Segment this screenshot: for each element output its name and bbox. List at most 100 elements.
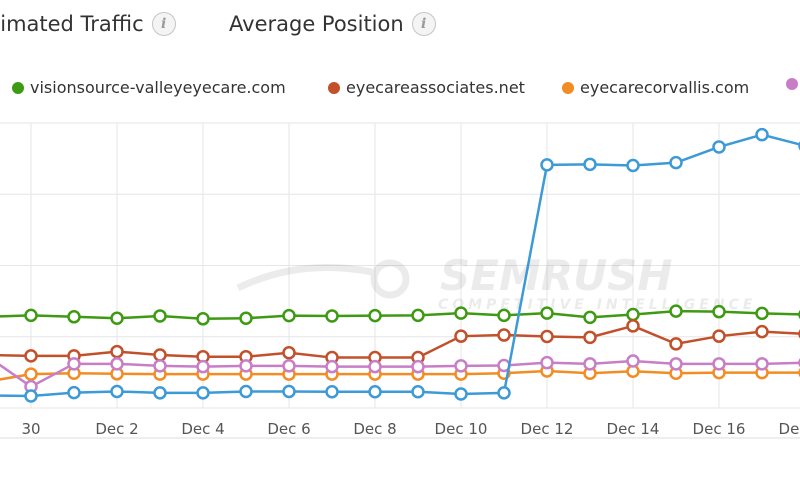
x-tick-label: 30 — [21, 420, 40, 438]
x-tick-label: Dec 8 — [353, 420, 396, 438]
data-point[interactable] — [626, 319, 640, 333]
data-point[interactable] — [497, 308, 511, 323]
legend-item-eyecareassociates[interactable]: eyecareassociates.net — [328, 78, 525, 97]
data-point[interactable] — [497, 328, 511, 342]
data-point[interactable] — [282, 308, 296, 323]
series-3 — [0, 354, 800, 394]
data-point[interactable] — [325, 309, 339, 323]
data-point[interactable] — [454, 306, 468, 320]
tab-estimated-traffic-label: timated Traffic — [0, 12, 144, 36]
data-point[interactable] — [153, 348, 167, 362]
data-point[interactable] — [153, 359, 167, 373]
legend-dot — [786, 78, 798, 90]
data-point[interactable] — [755, 306, 769, 321]
data-point[interactable] — [755, 324, 769, 339]
data-point[interactable] — [411, 385, 425, 399]
data-point[interactable] — [282, 359, 296, 373]
tab-average-position-label: Average Position — [229, 12, 404, 36]
data-point[interactable] — [454, 359, 468, 373]
data-point[interactable] — [669, 155, 683, 170]
data-point[interactable] — [755, 357, 769, 371]
x-tick-label: Dec 18 — [779, 420, 800, 438]
data-point[interactable] — [110, 357, 124, 371]
data-point[interactable] — [24, 308, 38, 323]
legend-label: visionsource-valleyeyecare.com — [30, 78, 286, 97]
series-0 — [0, 304, 800, 326]
data-point[interactable] — [540, 158, 554, 172]
legend-item-visionsource[interactable]: visionsource-valleyeyecare.com — [12, 78, 286, 97]
data-point[interactable] — [196, 312, 210, 326]
data-point[interactable] — [411, 359, 425, 374]
semrush-logo-icon — [236, 259, 410, 299]
data-point[interactable] — [755, 127, 769, 142]
data-point[interactable] — [454, 329, 468, 343]
tab-estimated-traffic[interactable]: timated Traffic i — [0, 12, 176, 36]
info-icon[interactable]: i — [151, 12, 176, 36]
series-1 — [0, 319, 800, 365]
data-point[interactable] — [583, 157, 597, 172]
data-point[interactable] — [669, 357, 683, 371]
data-point[interactable] — [110, 384, 124, 399]
data-point[interactable] — [24, 367, 38, 381]
legend-item-eyecarecorvallis[interactable]: eyecarecorvallis.com — [562, 78, 749, 97]
watermark-brand: SEMRUSH — [440, 251, 673, 300]
data-point[interactable] — [626, 354, 640, 368]
data-point[interactable] — [540, 355, 554, 370]
data-point[interactable] — [712, 329, 726, 343]
x-tick-label: Dec 10 — [435, 420, 488, 438]
x-tick-label: Dec 6 — [267, 420, 310, 438]
legend-label: eyecareassociates.net — [346, 78, 525, 97]
data-point[interactable] — [540, 329, 554, 344]
legend-dot — [562, 81, 574, 94]
data-point[interactable] — [669, 304, 683, 318]
data-point[interactable] — [368, 308, 382, 323]
info-icon[interactable]: i — [411, 12, 436, 36]
series-line — [0, 324, 800, 359]
series-4 — [0, 127, 800, 403]
data-point[interactable] — [583, 310, 597, 325]
data-point[interactable] — [110, 344, 124, 359]
legend-label: eyecarecorvallis.com — [580, 78, 750, 97]
data-point[interactable] — [368, 359, 382, 374]
data-point[interactable] — [24, 389, 38, 403]
data-point[interactable] — [411, 308, 425, 323]
data-point[interactable] — [196, 386, 210, 400]
data-point[interactable] — [67, 385, 81, 400]
data-point[interactable] — [239, 384, 253, 399]
data-point[interactable] — [669, 337, 683, 351]
data-point[interactable] — [540, 306, 554, 320]
data-point[interactable] — [67, 310, 81, 324]
data-point[interactable] — [282, 384, 296, 399]
semrush-watermark: SEMRUSH COMPETITIVE INTELLIGENCE — [236, 251, 752, 313]
legend-item-truncated[interactable] — [786, 78, 798, 90]
x-tick-label: Dec 14 — [607, 420, 660, 438]
data-point[interactable] — [24, 349, 38, 363]
x-tick-label: Dec 16 — [693, 420, 746, 438]
data-point[interactable] — [583, 330, 597, 345]
data-point[interactable] — [153, 309, 167, 323]
data-point[interactable] — [712, 140, 726, 154]
data-point[interactable] — [196, 359, 210, 374]
data-point[interactable] — [325, 385, 339, 399]
data-point[interactable] — [67, 357, 81, 371]
x-axis-ticks: 30 Dec 2 Dec 4 Dec 6 Dec 8 Dec 10 Dec 12 Dec 14… — [21, 420, 800, 438]
data-point[interactable] — [239, 359, 253, 373]
data-point[interactable] — [712, 357, 726, 371]
data-point[interactable] — [153, 386, 167, 400]
series-layer — [0, 127, 800, 403]
data-point[interactable] — [712, 304, 726, 319]
data-point[interactable] — [454, 387, 468, 401]
data-point[interactable] — [282, 345, 296, 360]
series-line — [0, 309, 800, 321]
data-point[interactable] — [368, 385, 382, 399]
data-point[interactable] — [325, 359, 339, 374]
data-point[interactable] — [239, 311, 253, 325]
data-point[interactable] — [583, 357, 597, 371]
data-point[interactable] — [110, 311, 124, 325]
data-point[interactable] — [497, 386, 511, 400]
data-point[interactable] — [626, 158, 640, 173]
metric-tabs: timated Traffic i Average Position i — [0, 0, 800, 56]
data-point[interactable] — [626, 307, 640, 322]
tab-average-position[interactable]: Average Position i — [229, 12, 436, 36]
x-tick-label: Dec 2 — [95, 420, 138, 438]
